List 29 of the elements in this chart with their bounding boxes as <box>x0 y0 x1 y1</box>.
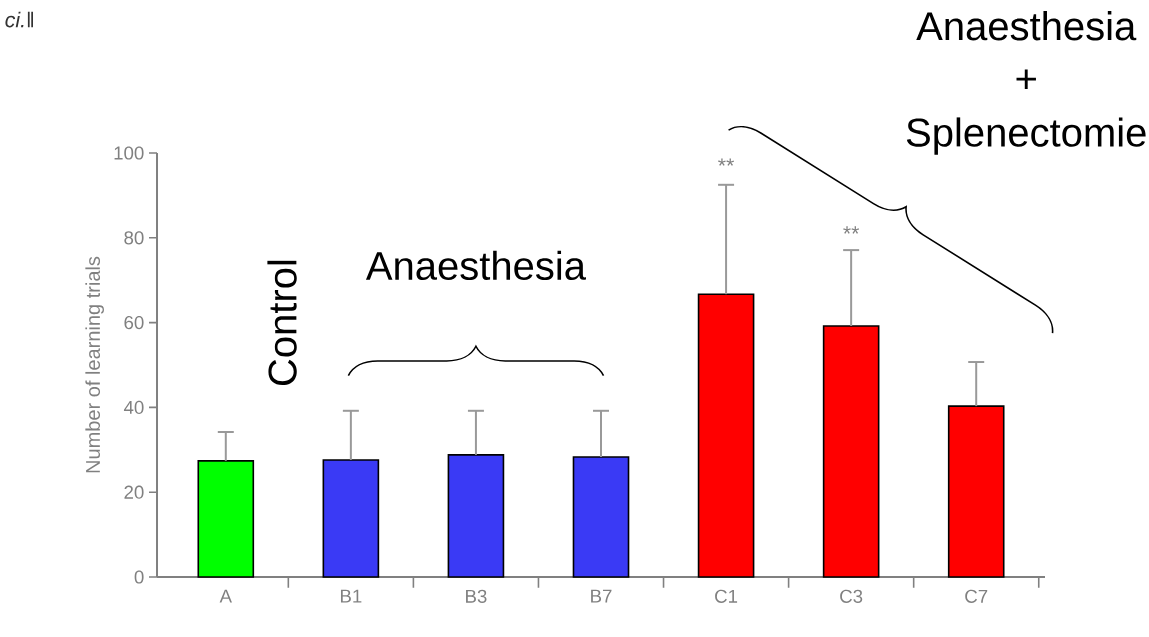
y-tick-label: 40 <box>123 400 144 415</box>
text: + <box>1016 69 1036 89</box>
y-tick-label: 80 <box>124 231 144 245</box>
annotation: Anaesthesia <box>365 250 586 281</box>
bar <box>697 293 755 578</box>
bar <box>197 460 255 578</box>
bar <box>947 405 1005 578</box>
x-tick-label: C7 <box>965 589 988 603</box>
y-axis-title: Number of learning trials <box>85 256 104 473</box>
text: ci.‖ <box>5 11 33 28</box>
y-tick-label: 100 <box>114 146 144 160</box>
text: Anaesthesia <box>916 11 1137 41</box>
x-tick-label: C1 <box>715 589 738 603</box>
x-tick-label: B7 <box>591 589 612 603</box>
bar <box>322 459 380 578</box>
y-tick-label: 20 <box>124 485 144 499</box>
bar <box>822 325 880 578</box>
x-tick-label: C3 <box>840 589 863 603</box>
annotation: Splenectomie <box>906 117 1146 155</box>
x-tick-label: B3 <box>466 589 487 603</box>
x-tick-label: B1 <box>340 589 362 603</box>
y-tick-label: 60 <box>124 315 144 330</box>
x-tick-label: A <box>219 589 232 603</box>
y-tick-label: 0 <box>134 570 144 584</box>
annotation: ** <box>718 158 735 166</box>
bar <box>572 456 630 578</box>
annotation: ** <box>843 226 860 234</box>
annotation: Control <box>267 260 297 386</box>
bar <box>447 454 505 578</box>
